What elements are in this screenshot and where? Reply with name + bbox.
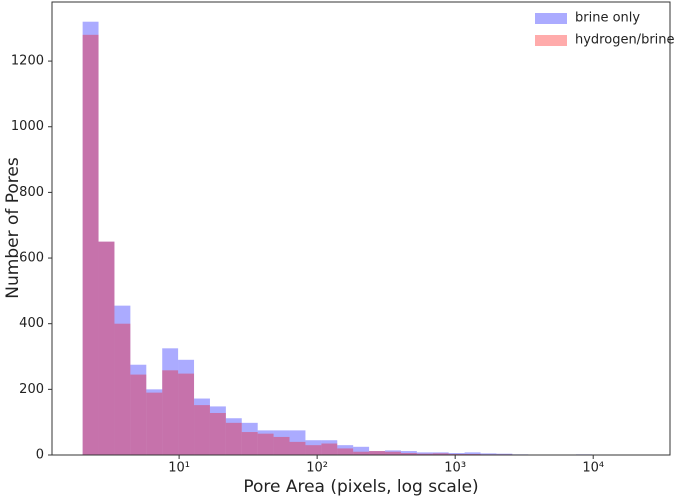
- histogram-bar: [416, 453, 433, 455]
- histogram-bar: [432, 453, 449, 455]
- y-tick-label: 1200: [11, 54, 44, 69]
- histogram-bar: [82, 34, 99, 456]
- histogram-bar: [114, 305, 131, 455]
- histogram-bar: [82, 21, 99, 456]
- histogram-bar: [98, 241, 115, 455]
- histogram-bar: [385, 451, 401, 455]
- legend-label: brine only: [575, 11, 640, 26]
- histogram-bar: [225, 422, 242, 455]
- histogram-bar: [337, 445, 354, 455]
- histogram-bar: [209, 412, 226, 455]
- x-axis-label: Pore Area (pixels, log scale): [243, 477, 478, 496]
- histogram-bar: [241, 432, 258, 455]
- histogram-bar: [305, 440, 322, 455]
- histogram-bar: [321, 443, 338, 455]
- histogram-bar: [194, 405, 210, 455]
- histogram-bar: [416, 452, 433, 455]
- histogram-bar: [337, 448, 354, 455]
- histogram-bar: [289, 430, 306, 455]
- legend-label: hydrogen/brine: [575, 33, 675, 48]
- x-tick-label: 10⁴: [582, 461, 604, 476]
- histogram-bar: [305, 445, 322, 455]
- y-tick-label: 400: [19, 316, 44, 331]
- histogram-bar: [432, 452, 449, 455]
- x-tick-label: 10²: [306, 461, 328, 476]
- histogram-bar: [273, 430, 290, 455]
- histogram-bar: [241, 422, 258, 455]
- histogram-bar: [178, 359, 195, 455]
- histogram-bar: [353, 451, 370, 455]
- histogram-bar: [385, 450, 401, 455]
- histogram-bar: [178, 373, 195, 455]
- x-tick-label: 10³: [444, 461, 466, 476]
- plot-frame: [51, 1, 671, 456]
- histogram-bar: [130, 364, 147, 455]
- histogram-bar: [257, 433, 274, 455]
- histogram-bar: [400, 451, 417, 455]
- y-tick-label: 200: [19, 382, 44, 397]
- histogram-bar: [369, 451, 386, 455]
- legend-swatch: [535, 13, 567, 24]
- plot-area: [52, 2, 670, 455]
- y-tick-label: 600: [19, 251, 44, 266]
- histogram-bar: [448, 453, 465, 455]
- histogram-bar: [146, 389, 163, 455]
- y-tick-label: 0: [36, 448, 44, 463]
- histogram-bar: [114, 323, 131, 455]
- legend-swatch: [535, 35, 567, 46]
- histogram-bar: [289, 441, 306, 455]
- x-tick-label: 10¹: [168, 461, 190, 476]
- histogram-bar: [98, 241, 115, 455]
- histogram-bar: [209, 406, 226, 455]
- histogram-bar: [480, 453, 497, 455]
- histogram-bar: [273, 436, 290, 455]
- histogram-bar: [146, 392, 163, 455]
- histogram-bar: [353, 446, 370, 455]
- histogram-bar: [369, 451, 386, 455]
- histogram-bar: [400, 453, 417, 455]
- histogram-bar: [321, 440, 338, 455]
- histogram-bar: [130, 374, 147, 455]
- y-axis-label: Number of Pores: [3, 157, 23, 299]
- histogram-bar: [162, 348, 179, 455]
- histogram-bar: [225, 418, 242, 455]
- y-tick-label: 1000: [11, 119, 44, 134]
- histogram-bar: [162, 370, 179, 455]
- histogram-bar: [194, 398, 210, 455]
- histogram-bar: [257, 430, 274, 455]
- histogram-bar: [464, 452, 481, 455]
- histogram-bar: [496, 453, 513, 455]
- y-tick-label: 800: [19, 185, 44, 200]
